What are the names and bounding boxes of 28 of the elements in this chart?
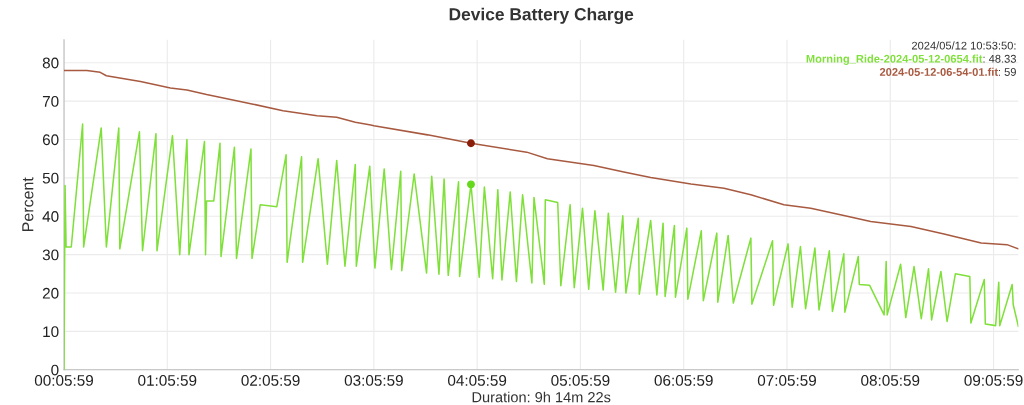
y-tick-label: 60 — [42, 134, 59, 146]
annotation: 2024/05/12 10:53:50: — [911, 41, 1016, 50]
x-tick-label: 01:05:59 — [138, 375, 197, 386]
x-tick-label: 06:05:59 — [654, 375, 713, 386]
x-tick-label: 03:05:59 — [344, 375, 403, 386]
x-tick-label: 00:05:59 — [34, 375, 94, 386]
line-series — [64, 69, 1019, 250]
y-tick-label: 50 — [42, 172, 59, 184]
text: 2024-05-12-06-54-01.fit — [879, 67, 998, 76]
x-axis-title: Duration: 9h 14m 22s — [472, 391, 611, 403]
x-tick-label: 05:05:59 — [551, 375, 610, 386]
x-tick-label: 08:05:59 — [861, 375, 920, 386]
annotation: : 48.33 — [983, 54, 1016, 63]
y-tick-label: 0 — [51, 364, 59, 376]
y-tick-label: 20 — [42, 287, 59, 299]
y-tick-label: 80 — [42, 57, 59, 69]
y-tick-label: 10 — [43, 326, 59, 338]
annotation: : 59 — [998, 68, 1016, 76]
x-tick-label: 07:05:59 — [757, 375, 816, 386]
x-tick-label: 04:05:59 — [448, 375, 507, 386]
y-tick-label: 30 — [42, 249, 59, 261]
chart-title: Device Battery Charge — [449, 7, 634, 24]
x-tick-label: 02:05:59 — [241, 375, 300, 386]
y-tick-label: 70 — [42, 95, 59, 107]
y-axis-title: Percent — [22, 177, 34, 231]
y-tick-label: 40 — [42, 211, 59, 222]
x-tick-label: 09:05:59 — [964, 375, 1023, 386]
text: Morning_Ride-2024-05-12-0654.fit — [806, 54, 983, 65]
